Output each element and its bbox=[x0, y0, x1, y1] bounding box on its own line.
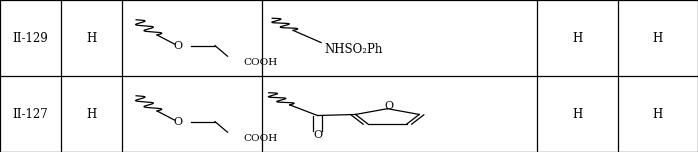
Text: H: H bbox=[87, 107, 97, 121]
Text: O: O bbox=[173, 41, 183, 51]
Text: O: O bbox=[173, 117, 183, 127]
Text: II-127: II-127 bbox=[13, 107, 49, 121]
Text: H: H bbox=[572, 107, 583, 121]
Text: O: O bbox=[313, 130, 322, 140]
Text: II-129: II-129 bbox=[13, 31, 49, 45]
Text: COOH: COOH bbox=[243, 134, 277, 143]
Text: H: H bbox=[87, 31, 97, 45]
Text: H: H bbox=[653, 31, 663, 45]
Text: H: H bbox=[572, 31, 583, 45]
Text: O: O bbox=[384, 101, 394, 111]
Text: COOH: COOH bbox=[243, 58, 277, 67]
Text: NHSO₂Ph: NHSO₂Ph bbox=[325, 43, 383, 56]
Text: H: H bbox=[653, 107, 663, 121]
